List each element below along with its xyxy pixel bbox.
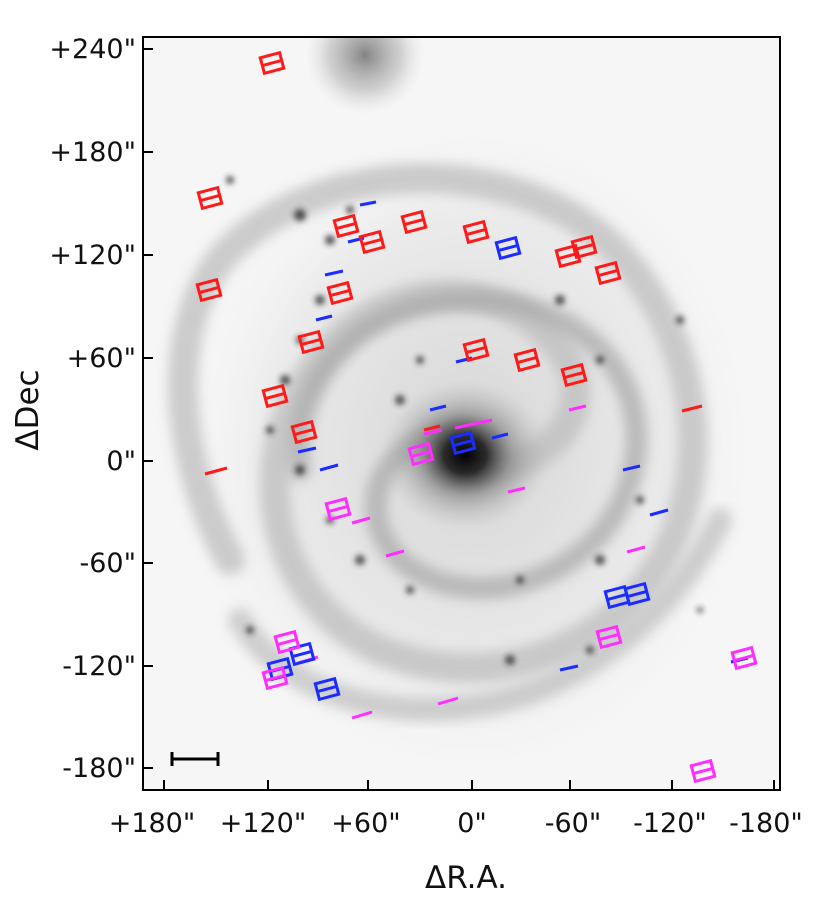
x-tick-label: +120" [220, 808, 307, 839]
x-tick-label: -120" [633, 808, 707, 839]
y-tick-label: +180" [49, 137, 136, 168]
x-axis-title: ΔR.A. [425, 860, 507, 896]
spiral-arm-lower [228, 508, 732, 722]
y-tick-label: -60" [79, 548, 136, 579]
spiral-arm-inner [288, 288, 648, 600]
plot-frame [142, 36, 781, 791]
y-axis-title: ΔDec [10, 369, 46, 450]
galaxy-image [143, 37, 780, 790]
x-tick-label: 0" [457, 808, 487, 839]
x-tick-label: -180" [729, 808, 803, 839]
y-tick-labels: +240" +180" +120" +60" 0" -60" -120" -18… [49, 34, 136, 784]
x-tick-label: +60" [331, 808, 400, 839]
y-tick-label: +60" [67, 343, 136, 374]
scale-bar [170, 752, 220, 766]
tick-marks [143, 48, 775, 790]
y-tick-label: -180" [62, 753, 136, 784]
hii-knots [226, 176, 703, 665]
x-tick-label: -60" [545, 808, 602, 839]
y-tick-label: -120" [62, 651, 136, 682]
y-tick-label: +240" [49, 34, 136, 65]
x-tick-labels: +180" +120" +60" 0" -60" -120" -180" [109, 808, 803, 839]
fields-red [195, 50, 622, 445]
y-tick-label: 0" [106, 446, 136, 477]
x-tick-label: +180" [109, 808, 196, 839]
y-tick-label: +120" [49, 240, 136, 271]
slits-red [204, 404, 703, 476]
galaxy-core [380, 380, 550, 530]
companion-galaxy [305, 37, 425, 115]
fields-magenta [261, 441, 758, 784]
